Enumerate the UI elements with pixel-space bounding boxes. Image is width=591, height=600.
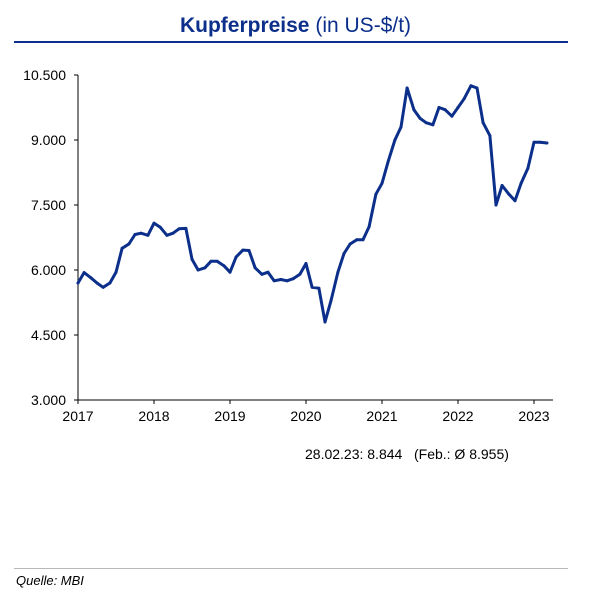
data-point <box>304 262 308 265</box>
data-point <box>215 259 219 263</box>
data-point <box>374 192 378 196</box>
data-point <box>393 138 397 142</box>
data-point <box>114 270 118 274</box>
data-point <box>291 277 295 281</box>
chart-title-main: Kupferpreise <box>179 14 310 37</box>
data-point <box>355 238 359 242</box>
x-tick-label: 2017 <box>62 408 93 424</box>
data-point <box>526 166 530 170</box>
y-tick-label: 6.000 <box>31 262 66 278</box>
x-tick-label: 2021 <box>366 408 397 424</box>
data-point <box>488 134 492 138</box>
title-divider <box>14 41 568 43</box>
data-point <box>120 246 124 250</box>
y-tick-label: 9.000 <box>31 132 66 148</box>
data-point <box>139 231 143 235</box>
x-tick-label: 2018 <box>138 408 169 424</box>
data-point <box>190 257 194 261</box>
data-point <box>545 141 549 145</box>
source-label: Quelle: MBI <box>16 573 84 588</box>
data-point <box>507 192 511 196</box>
data-point <box>171 231 175 235</box>
data-point <box>298 272 302 276</box>
data-point <box>222 264 226 268</box>
data-point <box>279 278 283 281</box>
data-point <box>285 279 289 283</box>
data-point <box>228 270 232 274</box>
data-point <box>481 121 485 125</box>
copper-price-points <box>76 84 549 324</box>
data-point <box>260 272 264 276</box>
data-point <box>95 281 99 285</box>
data-point <box>380 181 384 185</box>
data-point <box>475 86 479 90</box>
data-point <box>184 226 188 230</box>
data-point <box>386 160 390 164</box>
data-point <box>538 140 542 144</box>
y-tick-label: 10.500 <box>23 67 66 83</box>
data-point <box>89 276 93 280</box>
data-point <box>158 225 162 229</box>
data-point <box>418 116 422 120</box>
data-point <box>399 125 403 129</box>
y-tick-label: 4.500 <box>31 327 66 343</box>
data-point <box>272 279 276 283</box>
data-point <box>412 108 416 112</box>
data-point <box>133 233 137 236</box>
y-tick-label: 7.500 <box>31 197 66 213</box>
data-point <box>348 242 352 246</box>
data-point <box>76 281 80 285</box>
data-point <box>500 184 504 187</box>
data-point <box>462 97 466 101</box>
data-point <box>310 285 314 289</box>
x-axis-ticks: 2017 2018 2019 2020 2021 2022 2023 <box>62 400 550 424</box>
data-point <box>146 233 150 237</box>
y-axis-ticks: 3.000 4.500 6.000 7.500 9.000 10.500 <box>23 67 78 408</box>
data-point <box>196 268 200 272</box>
data-point <box>152 221 156 225</box>
data-point <box>209 259 213 263</box>
data-point <box>266 270 270 274</box>
data-point <box>253 266 257 270</box>
data-point <box>513 199 517 203</box>
data-point <box>450 114 454 118</box>
data-point <box>165 233 169 237</box>
data-point <box>241 248 245 252</box>
data-point <box>101 285 105 289</box>
latest-price-note: 28.02.23: 8.844 (Feb.: Ø 8.955) <box>305 446 509 462</box>
data-point <box>234 255 238 259</box>
data-point <box>108 281 112 285</box>
data-point <box>127 242 131 246</box>
data-point <box>82 271 86 275</box>
data-point <box>431 123 435 127</box>
data-point <box>177 227 181 231</box>
data-point <box>437 106 441 109</box>
data-point <box>494 203 498 207</box>
data-point <box>456 106 460 109</box>
data-point <box>329 298 333 302</box>
y-tick-label: 3.000 <box>31 392 66 408</box>
source-divider <box>14 568 568 569</box>
chart-title-unit: (in US-$/t) <box>315 14 412 37</box>
data-point <box>336 270 340 274</box>
x-tick-label: 2022 <box>442 408 473 424</box>
x-tick-label: 2020 <box>290 408 321 424</box>
data-point <box>361 238 365 242</box>
data-point <box>317 286 321 290</box>
x-tick-label: 2019 <box>214 408 245 424</box>
data-point <box>443 108 447 112</box>
data-point <box>469 84 473 88</box>
data-point <box>424 121 428 125</box>
data-point <box>367 225 371 229</box>
data-point <box>519 181 523 185</box>
chart-title: Kupferpreise (in US-$/t) <box>0 14 591 38</box>
x-tick-label: 2023 <box>518 408 549 424</box>
data-point <box>532 140 536 144</box>
data-point <box>342 252 346 255</box>
data-point <box>405 86 409 90</box>
data-point <box>323 320 327 324</box>
data-point <box>247 249 251 252</box>
data-point <box>203 266 207 270</box>
